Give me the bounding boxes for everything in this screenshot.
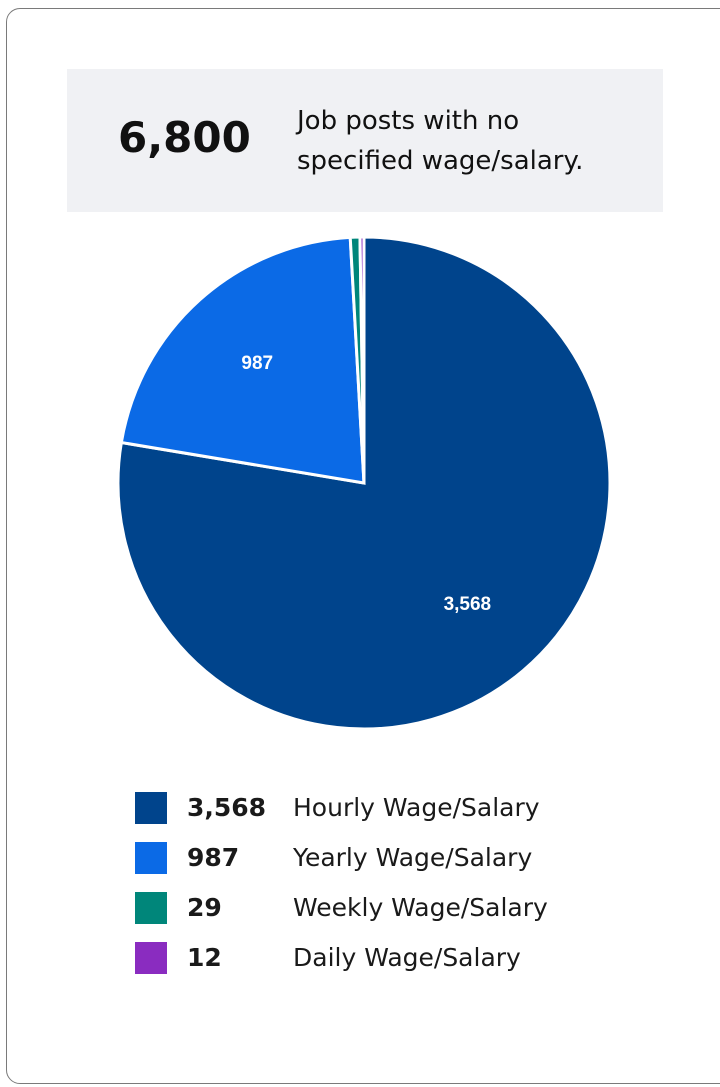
legend-value: 12 <box>187 943 222 972</box>
legend-value: 987 <box>187 843 239 872</box>
pie-slice <box>358 235 366 484</box>
legend-swatch <box>135 892 167 924</box>
legend-value: 3,568 <box>187 793 266 822</box>
slice-label: 3,568 <box>444 594 492 615</box>
card <box>6 8 720 1084</box>
legend-label: Daily Wage/Salary <box>293 943 521 972</box>
pie-slice <box>119 235 366 485</box>
pie-slice <box>116 235 612 731</box>
legend-swatch <box>135 942 167 974</box>
legend-value: 29 <box>187 893 222 922</box>
legend-label: Weekly Wage/Salary <box>293 893 548 922</box>
slice-label: 987 <box>241 353 273 374</box>
summary-box: 6,800 Job posts with no specified wage/s… <box>67 69 663 212</box>
legend-label: Hourly Wage/Salary <box>293 793 540 822</box>
summary-text: Job posts with no specified wage/salary. <box>297 106 584 176</box>
legend-label: Yearly Wage/Salary <box>292 843 532 872</box>
legend-swatch <box>135 842 167 874</box>
summary-value: 6,800 <box>118 113 251 162</box>
legend-swatch <box>135 792 167 824</box>
